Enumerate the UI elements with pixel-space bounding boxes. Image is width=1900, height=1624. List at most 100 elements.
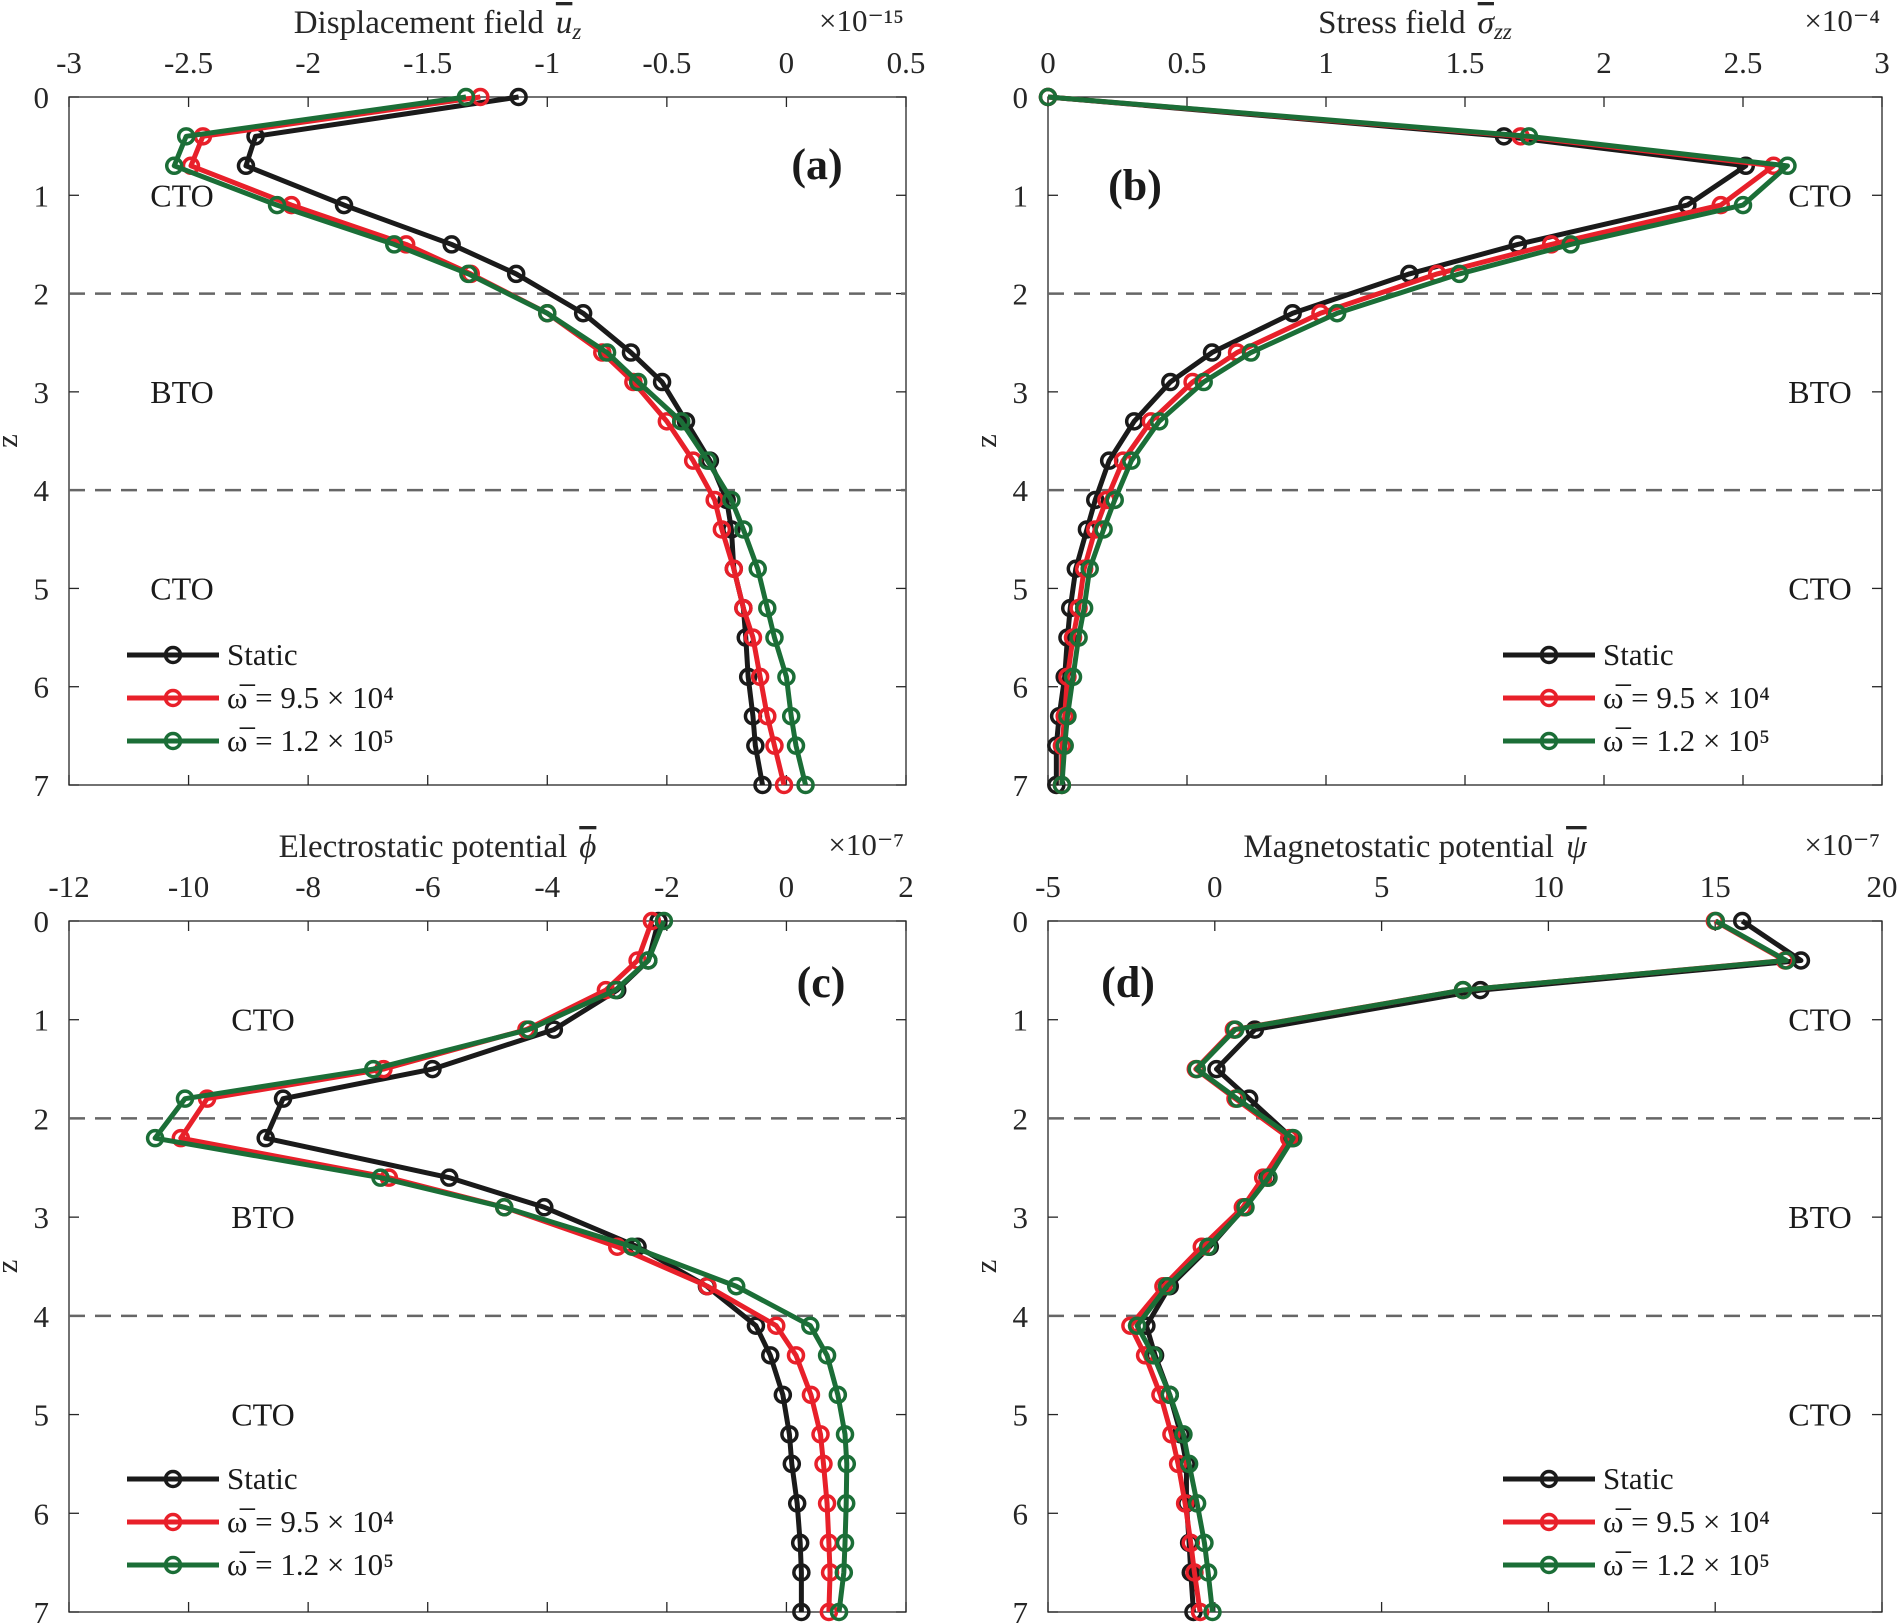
data-point	[1202, 343, 1222, 362]
data-point	[1055, 736, 1074, 755]
data-point	[835, 1425, 855, 1444]
y-tick-label: 0	[34, 904, 50, 939]
legend-entry: Static	[1503, 1461, 1674, 1496]
axes-frame	[68, 920, 907, 1613]
data-point	[1327, 303, 1347, 323]
data-point	[1162, 1425, 1181, 1444]
panel-b-stress: 0 0.5 1 1.5 2 2.5 3 0 1 2 3 4 5 6 7 z Stress field σzz ×10…	[968, 3, 1890, 803]
data-point	[1175, 1494, 1195, 1513]
panel-label: (d)	[1101, 958, 1155, 1007]
legend-label: Static	[227, 1461, 298, 1496]
data-point	[1561, 235, 1580, 254]
data-point	[164, 156, 184, 176]
legend-label: Static	[1603, 637, 1674, 672]
layer-label: BTO	[1788, 374, 1851, 410]
data-point	[1187, 1059, 1207, 1079]
data-point	[767, 1316, 786, 1335]
data-point	[544, 1020, 564, 1039]
legend-entry: ω̅ = 9.5 × 10⁴	[1503, 680, 1770, 715]
x-tick-label: -5	[1035, 869, 1061, 904]
legend-marker	[163, 688, 183, 708]
legend-entry: Static	[127, 1461, 298, 1496]
panel-label: (a)	[791, 140, 842, 189]
y-tick-label: 4	[1013, 473, 1029, 508]
y-tick-label: 7	[34, 768, 50, 803]
y-axis-label: z	[968, 434, 1003, 448]
data-point	[1161, 372, 1180, 392]
layer-label: BTO	[1788, 1199, 1851, 1235]
x-tick-label: 0	[1207, 869, 1223, 904]
legend-marker	[1539, 645, 1559, 665]
data-point	[1225, 1020, 1245, 1039]
y-tick-label: 3	[1013, 1200, 1029, 1235]
data-point	[1283, 1128, 1303, 1148]
y-tick-label: 3	[34, 375, 50, 410]
data-point	[792, 1602, 811, 1622]
legend-entry: ω̅ = 1.2 × 10⁵	[127, 1547, 394, 1582]
data-point	[836, 1494, 856, 1513]
exponent-label: ×10⁻⁴	[1804, 3, 1880, 38]
data-point	[334, 195, 354, 215]
data-point	[829, 1602, 849, 1622]
data-point	[746, 1316, 766, 1335]
x-tick-label: -2.5	[164, 45, 213, 80]
y-tick-label: 7	[34, 1595, 50, 1624]
data-point	[1063, 667, 1083, 687]
data-point	[734, 520, 753, 539]
x-tick-label: -2	[295, 45, 321, 80]
title-symbol: ψ	[1566, 829, 1587, 865]
data-point	[1777, 951, 1796, 970]
data-point	[801, 1316, 820, 1335]
title-text: Displacement field	[294, 5, 545, 41]
data-point	[801, 1385, 821, 1405]
data-point	[652, 372, 672, 392]
legend-entry: ω̅ = 1.2 × 10⁵	[1503, 1547, 1770, 1582]
data-point	[1198, 1563, 1218, 1582]
y-tick-label: 5	[1013, 1398, 1029, 1433]
data-point	[780, 1425, 799, 1444]
data-point	[1184, 1602, 1203, 1622]
data-point	[171, 1128, 191, 1148]
x-tick-label: -8	[295, 869, 321, 904]
layer-label: CTO	[150, 570, 213, 606]
data-point	[1194, 372, 1213, 392]
y-tick-label: 1	[34, 178, 50, 213]
data-point	[758, 706, 777, 726]
data-point	[1179, 1454, 1199, 1474]
layer-label: CTO	[150, 177, 213, 213]
legend-marker	[163, 1512, 183, 1532]
x-tick-label: 3	[1874, 45, 1890, 80]
data-point	[628, 372, 648, 392]
data-point	[722, 490, 741, 510]
data-point	[819, 1602, 839, 1622]
data-point	[256, 1128, 275, 1148]
data-point	[1069, 628, 1088, 647]
data-point	[837, 1454, 857, 1474]
data-point	[1160, 1385, 1180, 1405]
legend-entry: ω̅ = 9.5 × 10⁴	[1503, 1504, 1770, 1539]
x-tick-label: 0.5	[887, 45, 926, 80]
data-point	[748, 559, 767, 579]
data-point	[573, 303, 593, 323]
layer-label: CTO	[1788, 177, 1851, 213]
x-tick-label: 0	[779, 45, 795, 80]
data-point	[273, 1089, 293, 1108]
data-point	[746, 736, 765, 755]
panel-label: (b)	[1108, 161, 1162, 210]
x-tick-label: 15	[1700, 869, 1731, 904]
data-point	[1236, 1198, 1255, 1217]
data-point	[606, 980, 625, 1000]
legend-marker	[163, 731, 183, 751]
y-tick-label: 0	[34, 80, 50, 115]
y-tick-label: 3	[34, 1200, 50, 1235]
y-tick-label: 6	[34, 1496, 50, 1531]
legend-marker	[163, 1555, 183, 1575]
data-point	[835, 1533, 855, 1553]
x-tick-label: 20	[1867, 869, 1898, 904]
data-point	[734, 598, 753, 618]
data-point	[267, 195, 287, 215]
x-tick-label: 10	[1533, 869, 1564, 904]
x-tick-label: 0	[1040, 45, 1056, 80]
title-symbol: σ	[1478, 5, 1496, 41]
